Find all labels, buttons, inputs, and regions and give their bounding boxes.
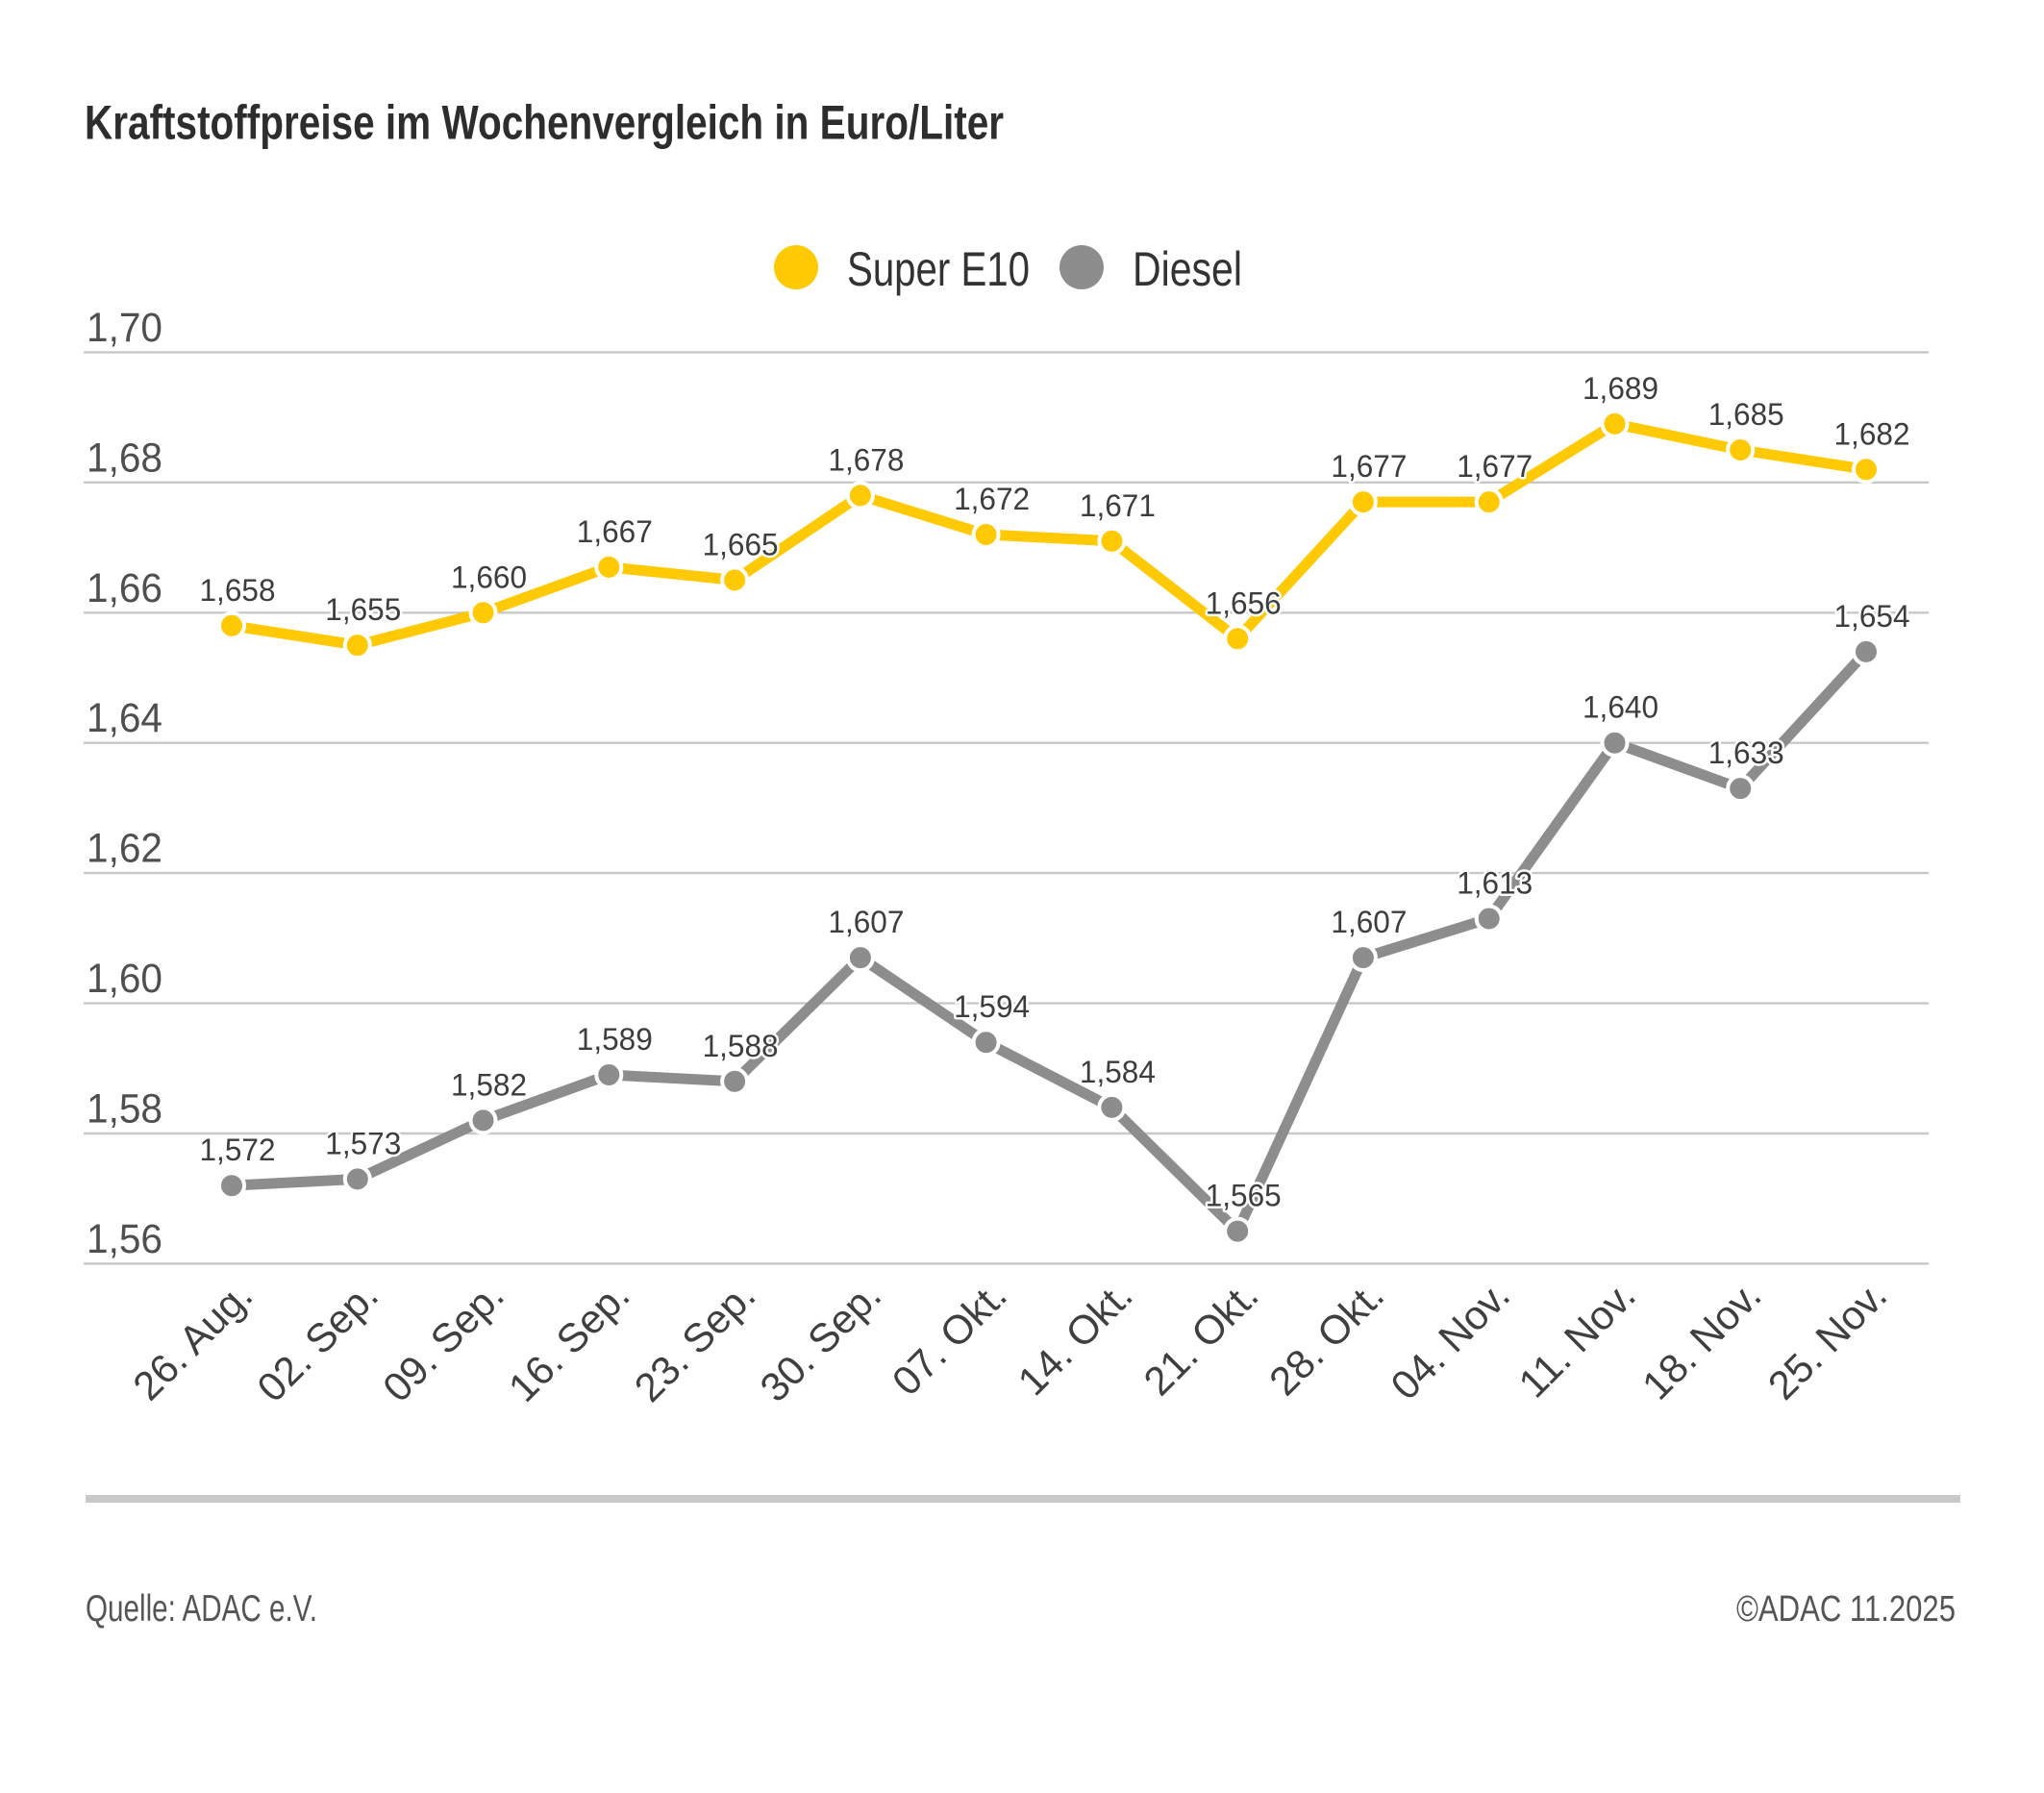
svg-text:21. Okt.: 21. Okt. xyxy=(1134,1272,1266,1404)
svg-text:1,572: 1,572 xyxy=(200,1133,276,1167)
svg-text:1,640: 1,640 xyxy=(1583,690,1658,725)
svg-text:1,66: 1,66 xyxy=(87,565,162,611)
svg-text:1,660: 1,660 xyxy=(451,560,527,594)
svg-text:1,672: 1,672 xyxy=(954,482,1030,516)
svg-text:1,573: 1,573 xyxy=(325,1126,401,1160)
svg-text:1,655: 1,655 xyxy=(325,592,401,627)
svg-text:1,665: 1,665 xyxy=(703,527,779,561)
svg-text:07. Okt.: 07. Okt. xyxy=(884,1272,1015,1404)
svg-text:1,682: 1,682 xyxy=(1834,416,1910,451)
svg-text:©ADAC 11.2025: ©ADAC 11.2025 xyxy=(1736,1589,1956,1630)
svg-text:16. Sep.: 16. Sep. xyxy=(500,1272,638,1410)
svg-text:1,671: 1,671 xyxy=(1080,488,1156,523)
svg-text:1,685: 1,685 xyxy=(1708,397,1784,432)
svg-text:1,613: 1,613 xyxy=(1457,866,1533,901)
svg-text:1,607: 1,607 xyxy=(828,905,904,939)
svg-text:09. Sep.: 09. Sep. xyxy=(374,1272,512,1410)
svg-text:1,64: 1,64 xyxy=(87,695,162,741)
svg-text:28. Okt.: 28. Okt. xyxy=(1260,1272,1392,1404)
svg-text:1,588: 1,588 xyxy=(703,1029,779,1063)
svg-text:1,677: 1,677 xyxy=(1331,449,1407,484)
svg-text:1,677: 1,677 xyxy=(1457,449,1533,484)
svg-text:1,565: 1,565 xyxy=(1206,1179,1282,1213)
svg-text:02. Sep.: 02. Sep. xyxy=(248,1272,386,1410)
svg-text:1,68: 1,68 xyxy=(87,435,162,481)
svg-text:1,656: 1,656 xyxy=(1206,585,1282,620)
svg-text:1,689: 1,689 xyxy=(1583,371,1658,406)
svg-text:1,633: 1,633 xyxy=(1708,735,1784,770)
svg-text:1,62: 1,62 xyxy=(87,826,162,872)
svg-text:1,56: 1,56 xyxy=(87,1216,162,1262)
svg-text:Super E10: Super E10 xyxy=(847,242,1030,296)
svg-text:1,70: 1,70 xyxy=(87,305,162,351)
svg-text:1,584: 1,584 xyxy=(1080,1055,1156,1089)
svg-text:1,667: 1,667 xyxy=(577,514,653,549)
svg-text:1,678: 1,678 xyxy=(828,442,904,477)
svg-text:11. Nov.: 11. Nov. xyxy=(1509,1272,1643,1406)
svg-text:14. Okt.: 14. Okt. xyxy=(1010,1272,1141,1404)
svg-text:1,654: 1,654 xyxy=(1834,599,1910,634)
svg-text:1,594: 1,594 xyxy=(954,989,1030,1024)
svg-text:23. Sep.: 23. Sep. xyxy=(626,1272,764,1410)
svg-text:26. Aug.: 26. Aug. xyxy=(124,1272,261,1408)
svg-text:1,607: 1,607 xyxy=(1331,905,1407,939)
svg-text:Quelle: ADAC e.V.: Quelle: ADAC e.V. xyxy=(86,1588,317,1630)
svg-text:18. Nov.: 18. Nov. xyxy=(1633,1272,1770,1408)
svg-text:1,582: 1,582 xyxy=(451,1067,527,1102)
svg-text:30. Sep.: 30. Sep. xyxy=(751,1272,889,1410)
svg-text:Diesel: Diesel xyxy=(1133,242,1242,296)
svg-text:1,58: 1,58 xyxy=(87,1086,162,1133)
svg-text:1,60: 1,60 xyxy=(87,956,162,1002)
svg-text:04. Nov.: 04. Nov. xyxy=(1382,1272,1518,1408)
svg-text:Kraftstoffpreise im Wochenverg: Kraftstoffpreise im Wochenvergleich in E… xyxy=(85,96,1004,150)
svg-text:1,589: 1,589 xyxy=(577,1022,653,1057)
svg-text:25. Nov.: 25. Nov. xyxy=(1759,1272,1896,1408)
svg-text:1,658: 1,658 xyxy=(200,573,276,608)
